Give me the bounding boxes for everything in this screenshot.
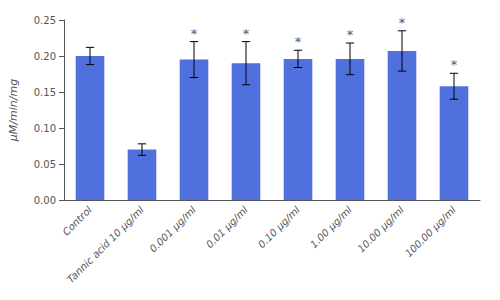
- svg-text:0.15: 0.15: [34, 87, 56, 98]
- svg-text:*: *: [243, 26, 250, 41]
- svg-text:0.05: 0.05: [34, 159, 56, 170]
- svg-text:*: *: [347, 27, 354, 42]
- svg-text:1.00 μg/ml: 1.00 μg/ml: [308, 204, 354, 250]
- svg-text:0.25: 0.25: [34, 15, 56, 26]
- svg-text:*: *: [295, 34, 302, 49]
- svg-text:Tannic acid 10 μg/ml: Tannic acid 10 μg/ml: [65, 204, 146, 285]
- svg-text:0.00: 0.00: [34, 195, 56, 206]
- svg-text:0.10: 0.10: [34, 123, 56, 134]
- svg-text:0.20: 0.20: [34, 51, 56, 62]
- svg-text:10.00 μg/ml: 10.00 μg/ml: [355, 204, 406, 255]
- svg-text:0.01 μg/ml: 0.01 μg/ml: [204, 204, 250, 250]
- svg-text:*: *: [191, 26, 198, 41]
- svg-text:Control: Control: [60, 204, 94, 238]
- svg-text:*: *: [451, 57, 458, 72]
- svg-text:μM/min/mg: μM/min/mg: [7, 79, 20, 142]
- svg-text:0.10 μg/ml: 0.10 μg/ml: [256, 204, 302, 250]
- svg-text:*: *: [399, 15, 406, 30]
- svg-text:0.001 μg/ml: 0.001 μg/ml: [147, 204, 198, 255]
- svg-text:100.00 μg/ml: 100.00 μg/ml: [403, 204, 458, 259]
